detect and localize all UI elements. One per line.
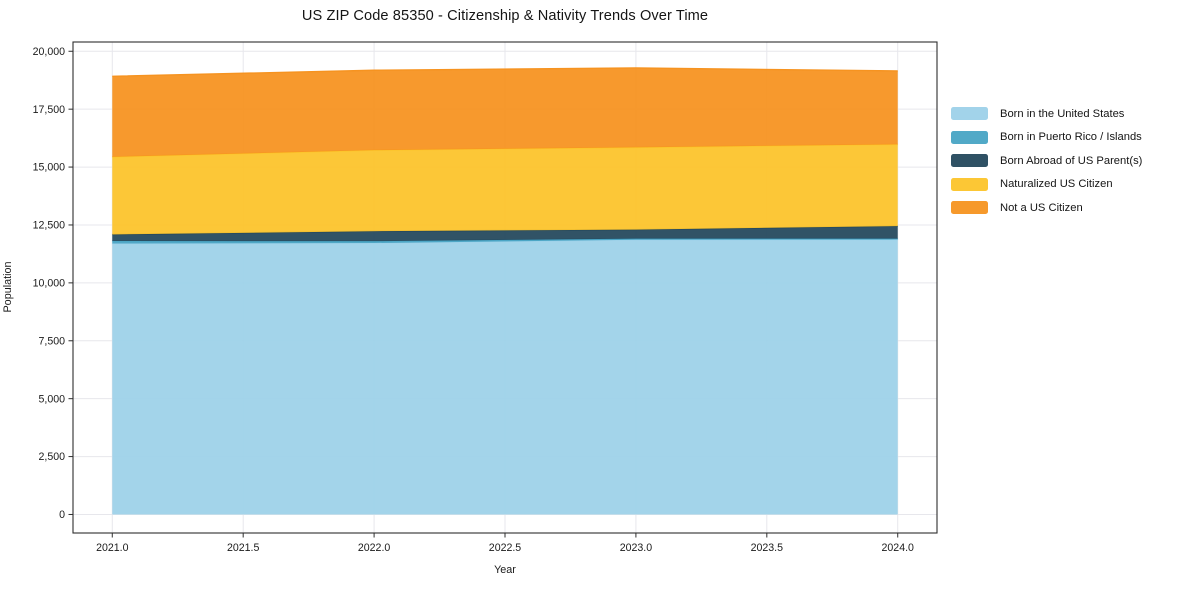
legend-swatch (951, 201, 988, 215)
legend-swatch (951, 177, 988, 191)
y-axis-label: Population (2, 261, 14, 313)
legend-label: Naturalized US Citizen (1000, 178, 1113, 191)
y-tick-label: 10,000 (33, 277, 66, 289)
area-series-3 (112, 144, 898, 235)
chart-title: US ZIP Code 85350 - Citizenship & Nativi… (301, 8, 709, 24)
y-tick-label: 12,500 (33, 220, 66, 232)
legend-swatch (951, 130, 988, 144)
legend-item: Not a US Citizen (951, 196, 1142, 220)
legend-label: Born Abroad of US Parent(s) (1000, 154, 1143, 167)
legend-swatch (951, 154, 988, 168)
x-tick-label: 2024.0 (882, 542, 915, 554)
legend: Born in the United States Born in Puerto … (951, 102, 1142, 220)
legend-item: Born in the United States (951, 102, 1142, 126)
y-tick-label: 15,000 (33, 162, 66, 174)
x-tick-label: 2023.5 (751, 542, 784, 554)
legend-item: Born Abroad of US Parent(s) (951, 149, 1142, 173)
x-tick-label: 2021.0 (96, 542, 129, 554)
x-tick-label: 2023.0 (620, 542, 653, 554)
y-tick-label: 0 (59, 509, 65, 521)
area-series-4-edge (112, 67, 898, 77)
area-series-1 (112, 238, 898, 244)
y-tick-label: 2,500 (38, 451, 65, 463)
legend-label: Born in Puerto Rico / Islands (1000, 131, 1142, 144)
area-series-4 (112, 67, 898, 157)
legend-label: Not a US Citizen (1000, 201, 1083, 214)
x-tick-label: 2022.5 (489, 542, 522, 554)
y-tick-label: 7,500 (38, 335, 65, 347)
legend-label: Born in the United States (1000, 107, 1125, 120)
area-series-2 (112, 226, 898, 242)
y-tick-label: 17,500 (33, 104, 66, 116)
y-tick-label: 20,000 (33, 46, 66, 58)
y-tick-label: 5,000 (38, 393, 65, 405)
legend-item: Born in Puerto Rico / Islands (951, 126, 1142, 150)
x-tick-label: 2021.5 (227, 542, 260, 554)
area-series-1-edge (112, 237, 898, 242)
legend-item: Naturalized US Citizen (951, 173, 1142, 197)
legend-swatch (951, 107, 988, 121)
x-axis-label: Year (494, 564, 516, 576)
x-tick-label: 2022.0 (358, 542, 391, 554)
area-series-0 (112, 239, 898, 515)
